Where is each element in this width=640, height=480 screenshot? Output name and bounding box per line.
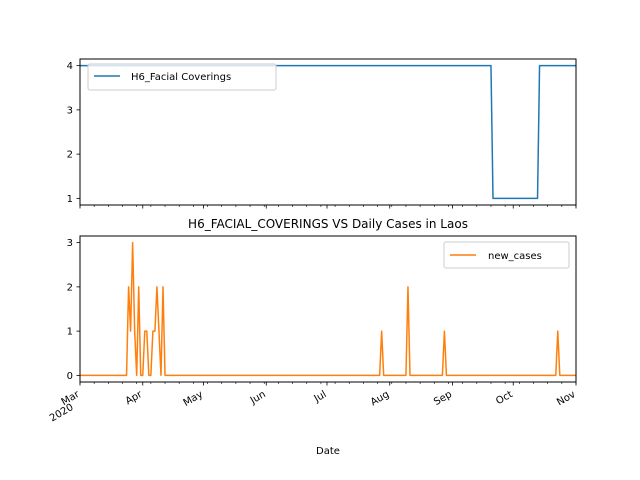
bottom-legend-label: new_cases [488, 251, 542, 262]
y-tick-label: 4 [67, 61, 73, 72]
facial-coverings-chart: 1 2 3 4 H6_Facial Coverings [67, 58, 577, 209]
top-series-lines [80, 64, 576, 200]
bottom-legend: new_cases [443, 241, 570, 269]
y-tick-label: 2 [67, 282, 73, 293]
top-y-axis: 1 2 3 4 [67, 61, 80, 205]
y-tick-label: 3 [67, 105, 73, 116]
bottom-legend-box [443, 241, 570, 269]
y-tick-label: 2 [67, 150, 73, 161]
top-legend-label: H6_Facial Coverings [131, 72, 231, 83]
y-tick-label: 1 [67, 194, 73, 205]
top-plot-frame [79, 58, 577, 206]
top-legend-box [87, 63, 277, 91]
x-axis-label: Date [316, 446, 340, 457]
y-tick-label: 1 [67, 327, 73, 338]
y-tick-label: 0 [67, 371, 73, 382]
top-legend: H6_Facial Coverings [87, 63, 277, 91]
bottom-series-lines [80, 241, 576, 377]
series-line-h6-facial-coverings [80, 64, 576, 200]
y-tick-label: 3 [67, 238, 73, 249]
series-line-new-cases [80, 241, 576, 377]
bottom-plot-frame [79, 235, 577, 383]
chart-title: H6_FACIAL_COVERINGS VS Daily Cases in La… [188, 217, 468, 231]
bottom-y-axis: 0 1 2 3 [67, 238, 80, 382]
